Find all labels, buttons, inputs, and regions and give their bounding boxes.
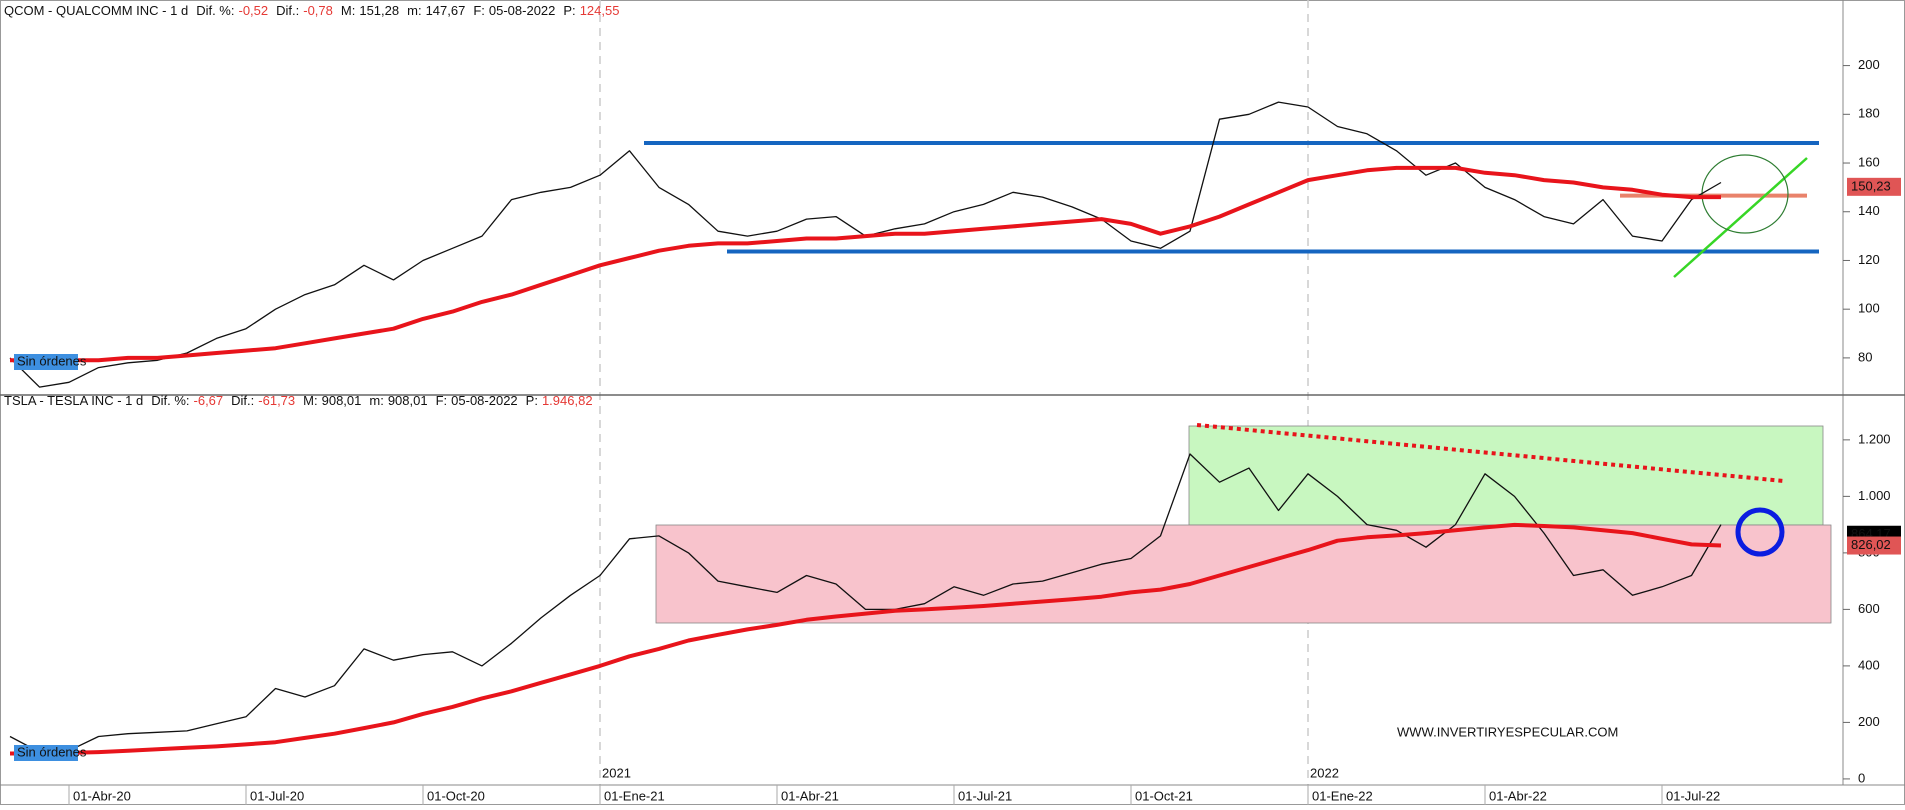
x-tick-label: 01-Oct-20 (427, 788, 485, 803)
price-tag (1847, 177, 1901, 196)
order-badge (14, 354, 78, 370)
stat-value: 1.946,82 (542, 393, 593, 408)
y-tick-label: 400 (1858, 657, 1880, 672)
stat-value: 908,01 (322, 393, 362, 408)
stat-value: -0,52 (238, 3, 268, 18)
y-tick-label: 1.200 (1858, 431, 1891, 446)
moving-average (10, 165, 1721, 363)
highlight-circle (1735, 507, 1785, 557)
stat-label: m: (407, 3, 421, 18)
x-tick-label: 01-Abr-21 (781, 788, 839, 803)
chart-header: QCOM - QUALCOMM INC - 1 d Dif. %: -0,52 Dif… (4, 3, 619, 18)
stat-label: F: (436, 393, 448, 408)
x-tick-label: 01-Jul-22 (1666, 788, 1720, 803)
x-tick-label: 01-Abr-20 (73, 788, 131, 803)
chart-title: TSLA - TESLA INC - 1 d (4, 393, 143, 408)
order-label: Sin órdenes (17, 744, 87, 759)
stat-label: m: (369, 393, 383, 408)
watermark: WWW.INVERTIRYESPECULAR.COM (1397, 724, 1618, 739)
stat-label: P: (563, 3, 575, 18)
stat-label: M: (341, 3, 355, 18)
stat-value: -61,73 (258, 393, 295, 408)
stat-label: Dif. %: (196, 3, 234, 18)
price-tag-label: 826,02 (1851, 537, 1891, 552)
stat-label: F: (473, 3, 485, 18)
price-tag-label: 150,23 (1851, 178, 1891, 193)
order-badge (14, 745, 78, 761)
chart-header: TSLA - TESLA INC - 1 d Dif. %: -6,67 Dif.: -… (4, 393, 593, 408)
y-tick-label: 200 (1858, 57, 1880, 72)
y-tick-label: 0 (1858, 770, 1865, 785)
stat-label: M: (303, 393, 317, 408)
order-label: Sin órdenes (17, 353, 87, 368)
stat-value: 147,67 (426, 3, 466, 18)
year-label: 2022 (1310, 765, 1339, 780)
stat-label: Dif.: (276, 3, 299, 18)
stat-value: 908,01 (388, 393, 428, 408)
x-tick-label: 01-Ene-21 (604, 788, 665, 803)
bottom-annotations (1196, 423, 1785, 557)
y-tick-label: 160 (1858, 154, 1880, 169)
price-line (9, 453, 1722, 753)
plot (9, 101, 1722, 756)
price-tag (1847, 536, 1901, 555)
stat-label: Dif. %: (151, 393, 189, 408)
x-tick-label: 01-Ene-22 (1312, 788, 1373, 803)
y-tick-label: 600 (1858, 601, 1880, 616)
y-tick-label: 120 (1858, 252, 1880, 267)
stat-value: -6,67 (194, 393, 224, 408)
zone-lower (655, 524, 1832, 624)
y-tick-label: 100 (1858, 301, 1880, 316)
moving-average (10, 522, 1722, 756)
chart-title: QCOM - QUALCOMM INC - 1 d (4, 3, 188, 18)
y-tick-label: 1.000 (1858, 488, 1891, 503)
year-label: 2021 (602, 765, 631, 780)
stat-value: 05-08-2022 (451, 393, 518, 408)
stat-label: Dif.: (231, 393, 254, 408)
y-tick-label: 180 (1858, 106, 1880, 121)
x-tick-label: 01-Jul-20 (250, 788, 304, 803)
stat-label: P: (526, 393, 538, 408)
y-tick-label: 140 (1858, 203, 1880, 218)
stat-value: 151,28 (359, 3, 399, 18)
stat-value: -0,78 (303, 3, 333, 18)
y-tick-label: 80 (1858, 349, 1872, 364)
y-tick-label: 200 (1858, 714, 1880, 729)
dotted-resistance (1196, 423, 1785, 483)
x-tick-label: 01-Abr-22 (1489, 788, 1547, 803)
stat-value: 124,55 (580, 3, 620, 18)
x-tick-label: 01-Oct-21 (1135, 788, 1193, 803)
x-tick-label: 01-Jul-21 (958, 788, 1012, 803)
zone-upper (1188, 425, 1824, 526)
stat-value: 05-08-2022 (489, 3, 556, 18)
